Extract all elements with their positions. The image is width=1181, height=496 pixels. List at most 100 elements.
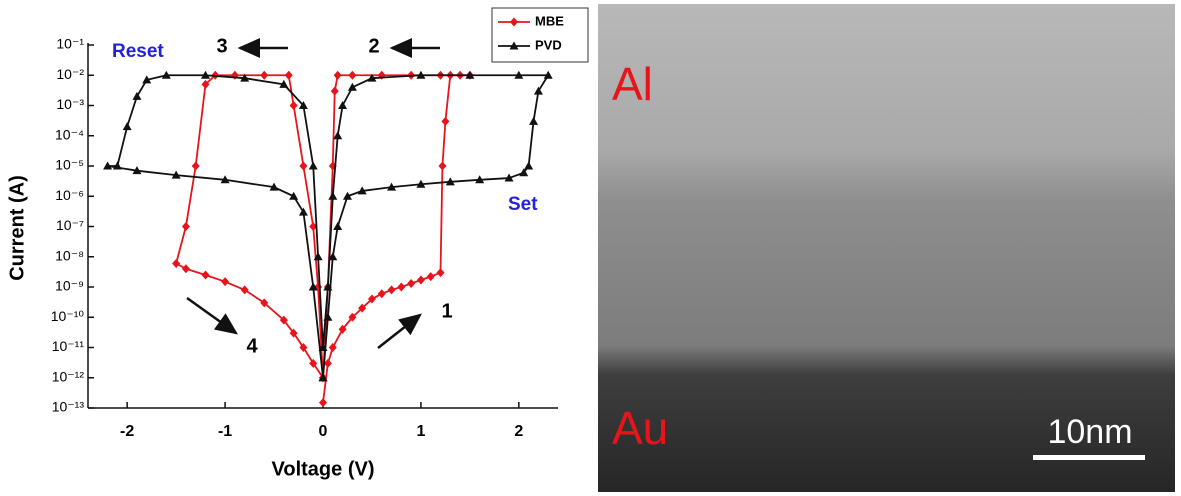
- data-point: [416, 275, 425, 285]
- data-point: [330, 86, 339, 96]
- data-point: [543, 70, 553, 79]
- data-point: [201, 70, 210, 79]
- data-point: [299, 161, 308, 171]
- y-axis-label: Current (A): [6, 175, 28, 281]
- y-tick-label: 10⁻⁸: [55, 247, 84, 263]
- legend-marker: [510, 17, 518, 27]
- y-tick-label: 10⁻⁹: [55, 278, 84, 294]
- data-point: [260, 70, 269, 80]
- data-point: [308, 282, 318, 291]
- scale-bar: [1033, 455, 1145, 460]
- data-point: [181, 264, 190, 274]
- data-point: [279, 315, 288, 325]
- data-point: [298, 207, 308, 216]
- data-point: [284, 70, 293, 80]
- data-point: [201, 79, 210, 89]
- data-point: [289, 101, 298, 110]
- scale-label: 10nm: [1047, 413, 1132, 451]
- data-point: [323, 358, 332, 368]
- series-line: [107, 74, 550, 378]
- y-tick-label: 10⁻⁴: [55, 126, 84, 142]
- data-point: [313, 252, 323, 261]
- data-point: [387, 285, 396, 295]
- data-point: [142, 75, 152, 84]
- y-tick-label: 10⁻²: [56, 66, 84, 82]
- data-point: [323, 312, 333, 321]
- data-point: [357, 186, 367, 195]
- data-point: [338, 101, 348, 109]
- data-point: [524, 161, 534, 170]
- y-tick-label: 10⁻⁵: [55, 157, 84, 173]
- data-point: [426, 272, 435, 282]
- data-point: [279, 79, 289, 88]
- x-tick-label: 2: [514, 423, 523, 440]
- data-point: [319, 398, 327, 408]
- y-tick-label: 10⁻⁶: [55, 187, 84, 203]
- data-point: [367, 73, 377, 82]
- data-point: [533, 86, 543, 95]
- data-point: [289, 328, 298, 338]
- data-point: [289, 191, 299, 200]
- data-point: [347, 82, 357, 91]
- data-point: [269, 182, 279, 191]
- annotation: 1: [441, 300, 452, 322]
- annotation: 3: [216, 35, 227, 57]
- y-tick-label: 10⁻¹: [56, 36, 84, 52]
- legend: [491, 7, 589, 63]
- data-point: [338, 324, 347, 334]
- data-point: [333, 131, 343, 140]
- y-tick-label: 10⁻³: [56, 96, 84, 112]
- data-point: [504, 173, 514, 182]
- data-point: [529, 116, 539, 125]
- tem-image: [598, 4, 1175, 492]
- y-tick-label: 10⁻¹²: [52, 368, 85, 384]
- data-point: [441, 116, 450, 126]
- data-point: [416, 70, 426, 79]
- data-point: [191, 161, 200, 171]
- data-point: [112, 161, 122, 170]
- layer-label: Au: [612, 402, 668, 454]
- chart: Voltage (V) Current (A) Reset Set 1 2 3 …: [6, 7, 589, 480]
- y-tick-label: 10⁻¹⁰: [51, 308, 85, 324]
- data-point: [171, 170, 181, 179]
- data-point: [161, 70, 171, 79]
- x-axis-label: Voltage (V): [272, 458, 375, 480]
- data-point: [333, 222, 343, 230]
- annotation: 4: [246, 335, 258, 357]
- legend-marker: [509, 41, 519, 50]
- x-tick-label: 1: [416, 423, 425, 440]
- data-point: [328, 252, 338, 261]
- legend-label: MBE: [535, 13, 564, 28]
- data-point: [299, 343, 308, 352]
- data-point: [298, 101, 308, 109]
- data-point: [103, 161, 113, 170]
- data-point: [438, 161, 447, 171]
- series-line: [175, 74, 470, 403]
- data-point: [221, 277, 230, 287]
- data-point: [397, 282, 406, 292]
- data-point: [465, 70, 475, 79]
- data-point: [514, 70, 524, 79]
- data-point: [407, 279, 416, 289]
- data-point: [328, 191, 338, 200]
- x-tick-label: 0: [319, 423, 328, 440]
- data-point: [240, 73, 250, 82]
- data-point: [333, 70, 342, 80]
- data-point: [318, 373, 328, 382]
- data-point: [172, 258, 181, 268]
- data-point: [387, 182, 397, 191]
- y-tick-label: 10⁻⁷: [56, 217, 84, 233]
- data-point: [342, 191, 352, 200]
- data-point: [181, 222, 190, 231]
- data-point: [328, 343, 337, 352]
- legend-label: PVD: [535, 37, 562, 52]
- data-point: [436, 268, 445, 278]
- annotation: Set: [508, 194, 538, 215]
- data-point: [132, 91, 142, 100]
- data-point: [132, 166, 142, 175]
- x-tick-label: -1: [218, 423, 232, 440]
- data-point: [308, 161, 318, 170]
- data-point: [348, 70, 357, 80]
- arrow: [377, 313, 422, 349]
